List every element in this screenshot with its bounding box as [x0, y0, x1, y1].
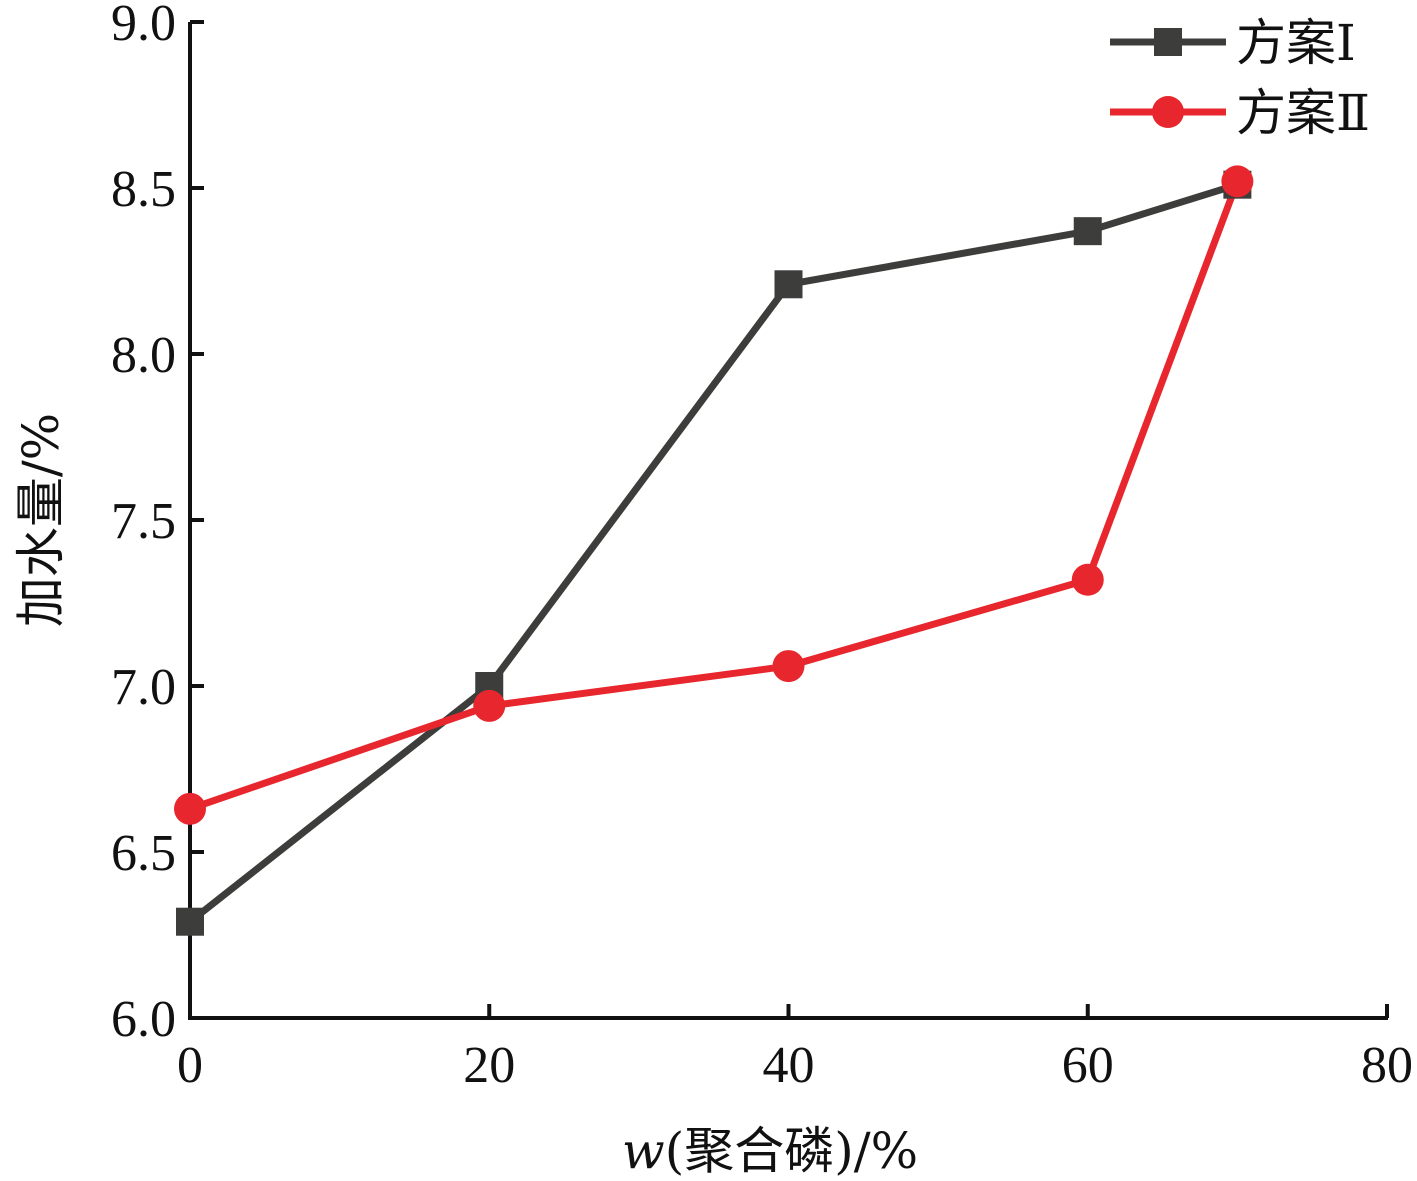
legend-marker-circle [1152, 96, 1184, 128]
legend-label-1: 方案Ⅰ [1236, 14, 1356, 72]
y-tick-label: 6.5 [111, 825, 176, 882]
series-line-2 [188, 180, 1241, 813]
legend-marker-square [1154, 28, 1182, 56]
series-line-1 [187, 181, 1239, 925]
data-point-circle [1221, 165, 1254, 198]
data-point-square [1073, 217, 1102, 246]
x-tick-label: 80 [1361, 1037, 1413, 1094]
x-axis-title-unit: (聚合磷)/% [665, 1122, 918, 1180]
series-markers [174, 165, 1254, 936]
y-tick-label: 8.0 [111, 327, 176, 384]
x-ticks: 0 20 40 60 80 [177, 1004, 1413, 1094]
legend: 方案Ⅰ 方案Ⅱ [1110, 14, 1370, 142]
y-axis-title: 加水量/% [12, 413, 70, 627]
x-tick-label: 20 [463, 1037, 515, 1094]
y-tick-label: 7.5 [111, 493, 176, 550]
x-tick-label: 40 [763, 1037, 815, 1094]
series-lines [187, 180, 1241, 925]
y-tick-label: 8.5 [111, 161, 176, 218]
x-axis-title-variable: w [622, 1122, 665, 1180]
data-point-circle [1071, 563, 1104, 596]
data-point-square [176, 907, 204, 936]
x-tick-label: 0 [177, 1037, 203, 1094]
x-axis-title: w(聚合磷)/% [622, 1122, 918, 1180]
data-point-circle [174, 792, 206, 825]
y-tick-label: 7.0 [111, 659, 176, 716]
legend-label-2: 方案Ⅱ [1236, 84, 1370, 142]
data-point-square [774, 270, 803, 299]
y-tick-label: 9.0 [111, 0, 176, 52]
data-point-circle [473, 689, 506, 722]
data-point-circle [772, 650, 805, 683]
x-tick-label: 60 [1062, 1037, 1114, 1094]
y-ticks: 6.0 6.5 7.0 7.5 8.0 8.5 9.0 [111, 0, 204, 1048]
y-tick-label: 6.0 [111, 991, 176, 1048]
axes [188, 22, 1388, 1020]
